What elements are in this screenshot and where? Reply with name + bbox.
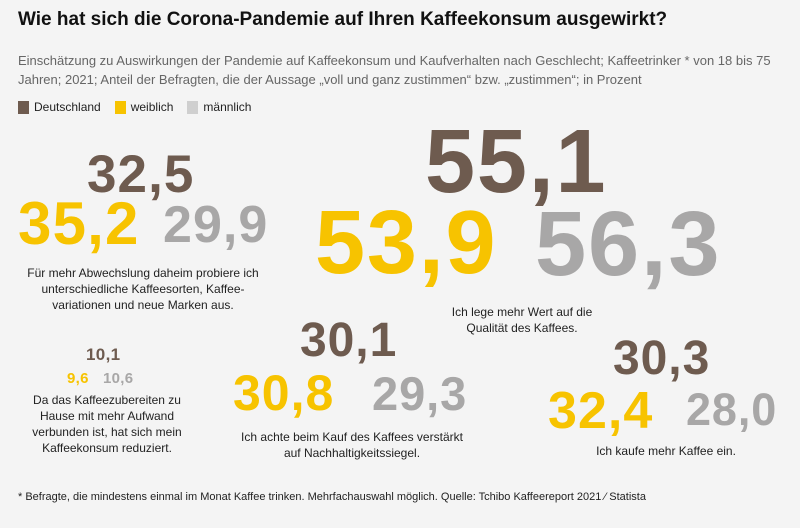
value-deutschland: 30,3 [613,332,711,385]
legend-item-deutschland: Deutschland [18,100,101,114]
value-maennlich: 56,3 [535,193,722,295]
statement-line: Da das Kaffeezubereiten zu [33,393,181,407]
value-maennlich: 29,9 [163,196,269,254]
legend: Deutschland weiblich männlich [18,100,251,114]
value-maennlich: 10,6 [103,370,134,387]
statement-label: Für mehr Abwechslung daheim probiere ich… [3,265,283,313]
value-deutschland: 55,1 [425,112,608,212]
legend-item-maennlich: männlich [187,100,251,114]
statement-line: Hause mit mehr Aufwand [39,409,175,423]
statement-label: Ich kaufe mehr Kaffee ein. [556,443,776,459]
statement-line: Ich kaufe mehr Kaffee ein. [596,444,736,458]
legend-item-weiblich: weiblich [114,100,174,114]
legend-swatch [187,100,199,114]
value-deutschland: 30,1 [300,314,398,367]
chart-subtitle: Einschätzung zu Auswirkungen der Pandemi… [18,53,771,87]
legend-label: Deutschland [34,100,101,114]
value-weiblich: 53,9 [315,193,498,293]
value-weiblich: 9,6 [67,370,89,387]
value-weiblich: 35,2 [18,190,140,257]
statement-line: unterschiedliche Kaffeesorten, Kaffee- [41,282,245,296]
statement-label: Da das Kaffeezubereiten zu Hause mit mehr… [12,392,202,456]
statement-label: Ich achte beim Kauf des Kaffees verstärk… [212,429,492,461]
statement-line: Kaffeekonsum reduziert. [42,441,172,455]
value-weiblich: 30,8 [233,365,335,421]
footnote: * Befragte, die mindestens einmal im Mon… [18,491,646,503]
value-maennlich: 29,3 [372,367,468,420]
legend-swatch [18,100,29,114]
statement-line: auf Nachhaltigkeitssiegel. [283,446,421,460]
value-deutschland: 32,5 [87,145,195,204]
statement-line: verbunden ist, hat sich mein [32,425,182,439]
chart-title: Wie hat sich die Corona-Pandemie auf Ihr… [18,9,668,30]
statement-label: Ich lege mehr Wert auf die Qualität des K… [412,304,632,336]
legend-label: männlich [203,100,252,114]
statement-line: Ich achte beim Kauf des Kaffees verstärk… [241,430,463,444]
legend-label: weiblich [130,100,174,114]
value-maennlich: 28,0 [686,384,778,435]
value-deutschland: 10,1 [86,345,121,364]
legend-swatch [114,100,126,114]
statement-line: Qualität des Kaffees. [466,321,578,335]
statement-line: Für mehr Abwechslung daheim probiere ich [27,266,259,280]
value-weiblich: 32,4 [548,382,654,440]
statement-line: variationen und neue Marken aus. [52,298,234,312]
statement-line: Ich lege mehr Wert auf die [451,305,593,319]
